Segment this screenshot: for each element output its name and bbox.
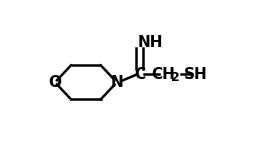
Text: O: O [49, 75, 61, 90]
Text: SH: SH [183, 67, 207, 82]
Text: 2: 2 [171, 71, 179, 84]
Text: C: C [134, 67, 145, 82]
Text: N: N [111, 75, 123, 90]
Text: NH: NH [138, 35, 163, 50]
Text: CH: CH [152, 67, 176, 82]
